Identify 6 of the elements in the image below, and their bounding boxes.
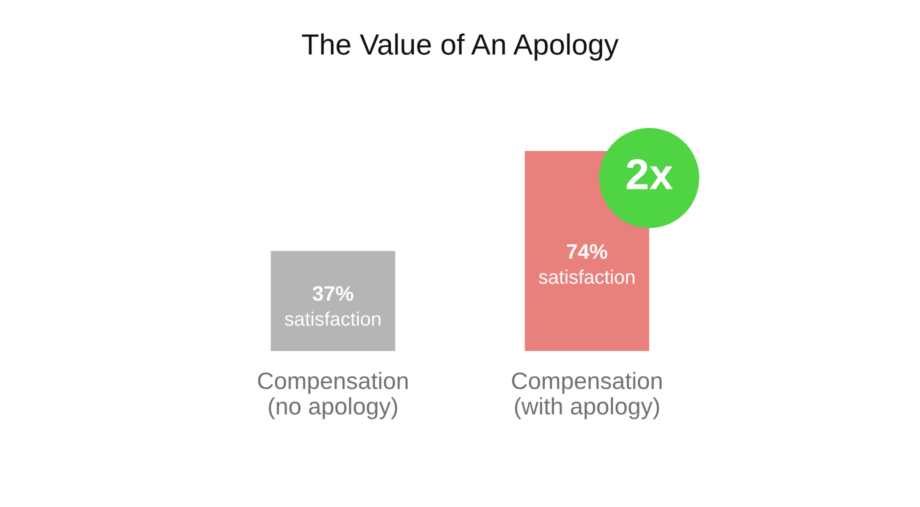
annotation: 2x xyxy=(626,159,673,190)
x-tick-label: Compensation (no apology) xyxy=(258,372,408,420)
data-label: 37% satisfaction xyxy=(284,286,380,326)
chart-title: The Value of An Apology xyxy=(302,33,619,61)
data-label: 74% satisfaction xyxy=(538,244,634,284)
x-tick-label: Compensation (with apology) xyxy=(512,372,662,420)
